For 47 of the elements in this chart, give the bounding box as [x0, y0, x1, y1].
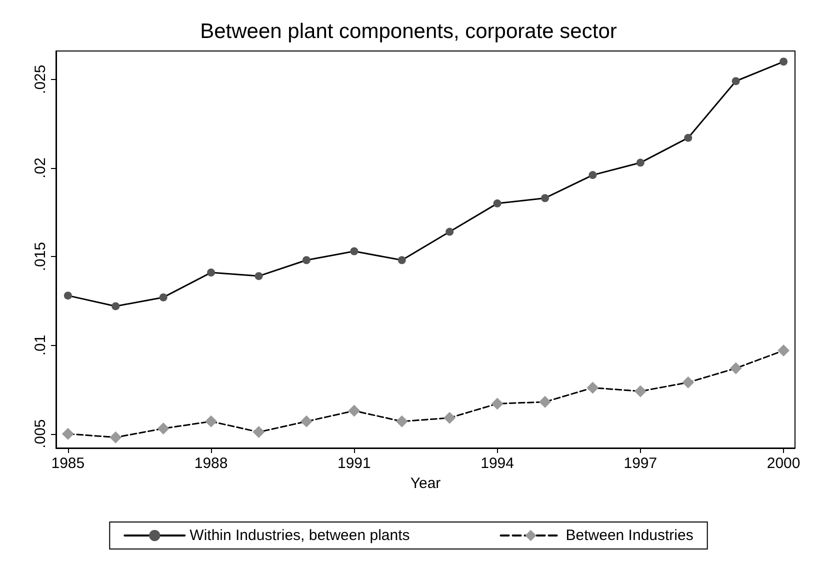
x-tick-label: 2000 [766, 455, 800, 472]
point [684, 134, 692, 142]
point [112, 302, 120, 310]
x-axis-title: Year [410, 474, 441, 492]
point [207, 268, 216, 277]
point [64, 292, 72, 300]
x-tick-label: 1988 [194, 455, 228, 472]
legend-label: Within Industries, between plants [190, 527, 410, 544]
x-tick-label: 1991 [337, 455, 371, 472]
y-tick-label: .015 [32, 242, 49, 272]
y-tick-label: .025 [32, 64, 49, 94]
point [252, 426, 265, 438]
legend-label: Between Industries [566, 527, 694, 544]
x-tick-label: 1994 [480, 455, 514, 472]
point [634, 385, 646, 398]
point [539, 396, 552, 408]
x-tick-label: 1997 [624, 455, 658, 472]
point [446, 228, 454, 236]
point [348, 404, 360, 417]
point [682, 376, 694, 388]
point [110, 431, 122, 444]
point [730, 362, 742, 374]
point [157, 422, 170, 435]
point [588, 171, 597, 180]
point [396, 415, 408, 428]
point [636, 158, 644, 167]
y-tick-label: .005 [32, 419, 49, 448]
point [541, 194, 550, 202]
point [300, 415, 312, 428]
point [491, 398, 504, 410]
point [350, 247, 358, 256]
point [778, 344, 790, 357]
x-tick-label: 1985 [51, 455, 85, 472]
chart-title: Between plant components, corporate sector [200, 20, 617, 43]
point [586, 382, 599, 394]
point [205, 415, 218, 428]
point [493, 199, 502, 208]
point [732, 77, 740, 86]
y-tick-label: .01 [32, 334, 49, 356]
point [398, 256, 406, 264]
point [444, 412, 456, 424]
point [62, 428, 74, 440]
y-tick-label: .02 [32, 158, 49, 178]
point [254, 272, 263, 280]
point [780, 58, 788, 66]
point [302, 256, 310, 264]
point [159, 293, 168, 302]
